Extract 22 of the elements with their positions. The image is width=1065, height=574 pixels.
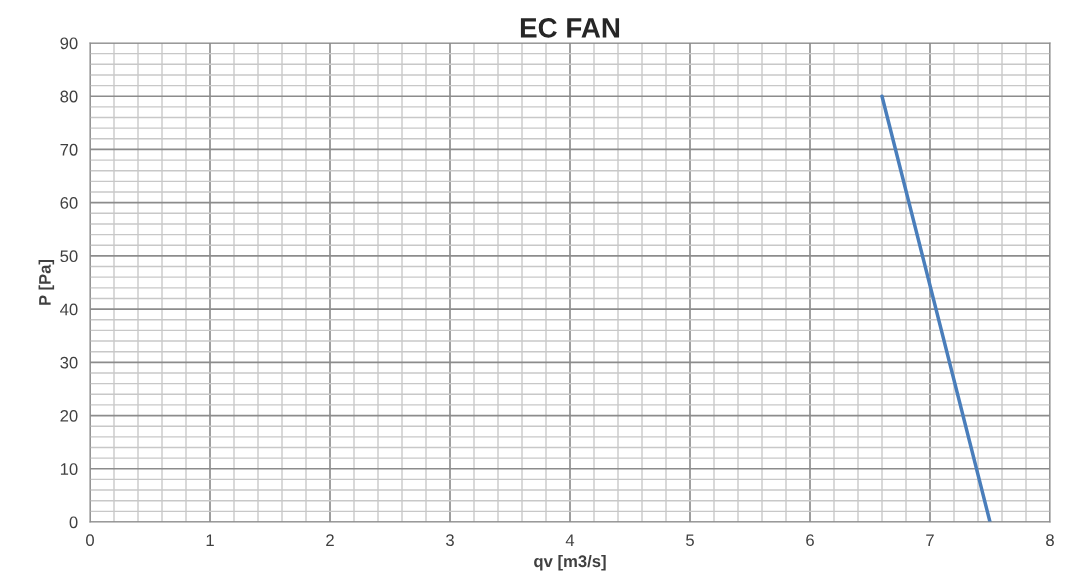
y-tick-label: 80 — [60, 90, 78, 103]
x-tick-label: 8 — [1046, 534, 1054, 547]
y-axis-title: P [Pa] — [38, 259, 55, 305]
y-tick-label: 0 — [69, 516, 78, 529]
y-tick-label: 20 — [60, 409, 78, 422]
y-tick-label: 30 — [60, 356, 78, 369]
x-tick-label: 7 — [926, 534, 934, 546]
y-tick-label: 50 — [60, 250, 78, 263]
y-tick-label: 70 — [60, 143, 78, 156]
x-axis-title: qv [m3/s] — [534, 554, 606, 571]
x-tick-label: 0 — [86, 534, 94, 547]
x-tick-label: 6 — [806, 534, 814, 547]
x-tick-label: 3 — [446, 534, 454, 547]
y-tick-label: 40 — [60, 303, 78, 316]
y-tick-label: 10 — [60, 463, 78, 475]
chart-title: EC FAN — [520, 18, 620, 38]
x-tick-label: 1 — [206, 534, 214, 546]
y-tick-label: 90 — [60, 37, 78, 50]
x-tick-label: 4 — [565, 534, 575, 546]
y-tick-label: 60 — [60, 197, 78, 209]
x-tick-label: 2 — [326, 534, 334, 546]
x-tick-label: 5 — [686, 534, 694, 547]
